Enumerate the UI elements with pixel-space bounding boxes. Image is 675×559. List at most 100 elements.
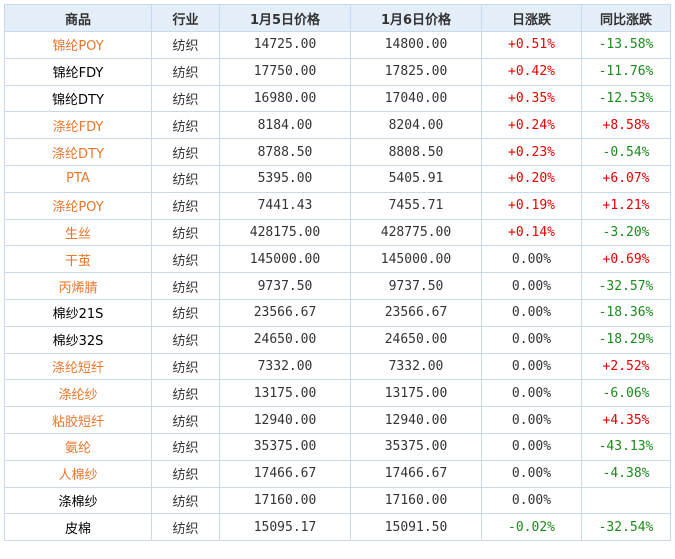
price-jan5-cell: 35375.00 <box>219 432 351 461</box>
price-jan5-cell: 8788.50 <box>219 138 351 166</box>
price-jan5-cell: 7332.00 <box>219 352 351 381</box>
industry-cell: 纺织 <box>151 459 220 488</box>
daily-change-cell: 0.00% <box>481 352 582 381</box>
price-jan5-cell: 15095.17 <box>219 513 351 542</box>
commodity-name[interactable]: 涤纶纱 <box>4 379 152 408</box>
price-jan6-cell: 428775.00 <box>350 218 482 247</box>
industry-cell: 纺织 <box>151 432 220 461</box>
price-jan6-cell: 5405.91 <box>350 164 482 193</box>
commodity-name[interactable]: 涤纶短纤 <box>4 352 152 381</box>
price-jan6-cell: 15091.50 <box>350 513 482 542</box>
table-row: 锦纶FDY 纺织 17750.00 17825.00 +0.42% -11.76% <box>4 57 671 86</box>
commodity-name[interactable]: 涤纶FDY <box>4 111 152 140</box>
commodity-name[interactable]: 氨纶 <box>4 432 152 461</box>
table-row: 干茧 纺织 145000.00 145000.00 0.00% +0.69% <box>4 245 671 274</box>
commodity-name[interactable]: 生丝 <box>4 218 152 247</box>
price-jan6-cell: 7455.71 <box>350 191 482 220</box>
industry-cell: 纺织 <box>151 272 220 300</box>
industry-cell: 纺织 <box>151 164 220 193</box>
yoy-change-cell: -3.20% <box>581 218 671 247</box>
price-jan5-cell: 16980.00 <box>219 84 351 113</box>
price-jan6-cell: 8204.00 <box>350 111 482 140</box>
yoy-change-cell: -12.53% <box>581 84 671 113</box>
table-row: 涤纶纱 纺织 13175.00 13175.00 0.00% -6.06% <box>4 379 671 408</box>
table-row: 粘胶短纤 纺织 12940.00 12940.00 0.00% +4.35% <box>4 406 671 434</box>
header-price-jan6: 1月6日价格 <box>350 4 482 32</box>
yoy-change-cell: +1.21% <box>581 191 671 220</box>
daily-change-cell: 0.00% <box>481 245 582 274</box>
daily-change-cell: 0.00% <box>481 486 582 515</box>
price-jan5-cell: 23566.67 <box>219 298 351 327</box>
commodity-name[interactable]: 丙烯腈 <box>4 272 152 300</box>
daily-change-cell: 0.00% <box>481 298 582 327</box>
price-jan6-cell: 9737.50 <box>350 272 482 300</box>
price-jan5-cell: 8184.00 <box>219 111 351 140</box>
commodity-name: 涤棉纱 <box>4 486 152 515</box>
table-row: 棉纱21S 纺织 23566.67 23566.67 0.00% -18.36% <box>4 298 671 327</box>
table-row: 涤纶FDY 纺织 8184.00 8204.00 +0.24% +8.58% <box>4 111 671 140</box>
commodity-name: 棉纱21S <box>4 298 152 327</box>
industry-cell: 纺织 <box>151 513 220 542</box>
commodity-name[interactable]: 粘胶短纤 <box>4 406 152 434</box>
table-row: 丙烯腈 纺织 9737.50 9737.50 0.00% -32.57% <box>4 272 671 300</box>
commodity-name[interactable]: 锦纶POY <box>4 31 152 59</box>
yoy-change-cell: -32.57% <box>581 272 671 300</box>
industry-cell: 纺织 <box>151 218 220 247</box>
daily-change-cell: 0.00% <box>481 432 582 461</box>
commodity-name[interactable]: PTA <box>4 164 152 193</box>
yoy-change-cell: -13.58% <box>581 31 671 59</box>
price-jan6-cell: 35375.00 <box>350 432 482 461</box>
price-jan6-cell: 8808.50 <box>350 138 482 166</box>
yoy-change-cell: -0.54% <box>581 138 671 166</box>
daily-change-cell: +0.20% <box>481 164 582 193</box>
industry-cell: 纺织 <box>151 111 220 140</box>
header-row: 商品 行业 1月5日价格 1月6日价格 日涨跌 同比涨跌 <box>4 4 671 32</box>
industry-cell: 纺织 <box>151 325 220 354</box>
price-jan5-cell: 24650.00 <box>219 325 351 354</box>
table-row: 生丝 纺织 428175.00 428775.00 +0.14% -3.20% <box>4 218 671 247</box>
commodity-name[interactable]: 人棉纱 <box>4 459 152 488</box>
price-jan5-cell: 17466.67 <box>219 459 351 488</box>
table-row: 皮棉 纺织 15095.17 15091.50 -0.02% -32.54% <box>4 513 671 542</box>
commodity-name[interactable]: 干茧 <box>4 245 152 274</box>
price-jan6-cell: 145000.00 <box>350 245 482 274</box>
commodity-name[interactable]: 涤纶DTY <box>4 138 152 166</box>
table-row: 涤纶POY 纺织 7441.43 7455.71 +0.19% +1.21% <box>4 191 671 220</box>
commodity-name: 皮棉 <box>4 513 152 542</box>
table-header: 商品 行业 1月5日价格 1月6日价格 日涨跌 同比涨跌 <box>4 4 671 32</box>
price-jan6-cell: 12940.00 <box>350 406 482 434</box>
price-jan5-cell: 17750.00 <box>219 57 351 86</box>
price-table: 商品 行业 1月5日价格 1月6日价格 日涨跌 同比涨跌 锦纶POY 纺织 1472… <box>4 4 671 542</box>
price-jan6-cell: 13175.00 <box>350 379 482 408</box>
yoy-change-cell: -11.76% <box>581 57 671 86</box>
table-body: 锦纶POY 纺织 14725.00 14800.00 +0.51% -13.58% 锦纶FD… <box>4 31 671 542</box>
daily-change-cell: 0.00% <box>481 379 582 408</box>
price-jan6-cell: 17160.00 <box>350 486 482 515</box>
yoy-change-cell: +0.69% <box>581 245 671 274</box>
price-jan5-cell: 12940.00 <box>219 406 351 434</box>
industry-cell: 纺织 <box>151 138 220 166</box>
price-jan5-cell: 13175.00 <box>219 379 351 408</box>
yoy-change-cell: +4.35% <box>581 406 671 434</box>
table-row: 锦纶DTY 纺织 16980.00 17040.00 +0.35% -12.53% <box>4 84 671 113</box>
yoy-change-cell <box>581 486 671 515</box>
daily-change-cell: +0.35% <box>481 84 582 113</box>
industry-cell: 纺织 <box>151 352 220 381</box>
price-jan5-cell: 14725.00 <box>219 31 351 59</box>
table-row: 棉纱32S 纺织 24650.00 24650.00 0.00% -18.29% <box>4 325 671 354</box>
table-row: 涤纶DTY 纺织 8788.50 8808.50 +0.23% -0.54% <box>4 138 671 166</box>
header-industry: 行业 <box>151 4 220 32</box>
price-jan6-cell: 17825.00 <box>350 57 482 86</box>
daily-change-cell: +0.51% <box>481 31 582 59</box>
industry-cell: 纺织 <box>151 31 220 59</box>
daily-change-cell: +0.24% <box>481 111 582 140</box>
daily-change-cell: 0.00% <box>481 459 582 488</box>
price-jan6-cell: 14800.00 <box>350 31 482 59</box>
table-row: 锦纶POY 纺织 14725.00 14800.00 +0.51% -13.58% <box>4 31 671 59</box>
daily-change-cell: -0.02% <box>481 513 582 542</box>
industry-cell: 纺织 <box>151 486 220 515</box>
header-yoy-change: 同比涨跌 <box>581 4 671 32</box>
commodity-name[interactable]: 涤纶POY <box>4 191 152 220</box>
table-row: PTA 纺织 5395.00 5405.91 +0.20% +6.07% <box>4 164 671 193</box>
industry-cell: 纺织 <box>151 406 220 434</box>
